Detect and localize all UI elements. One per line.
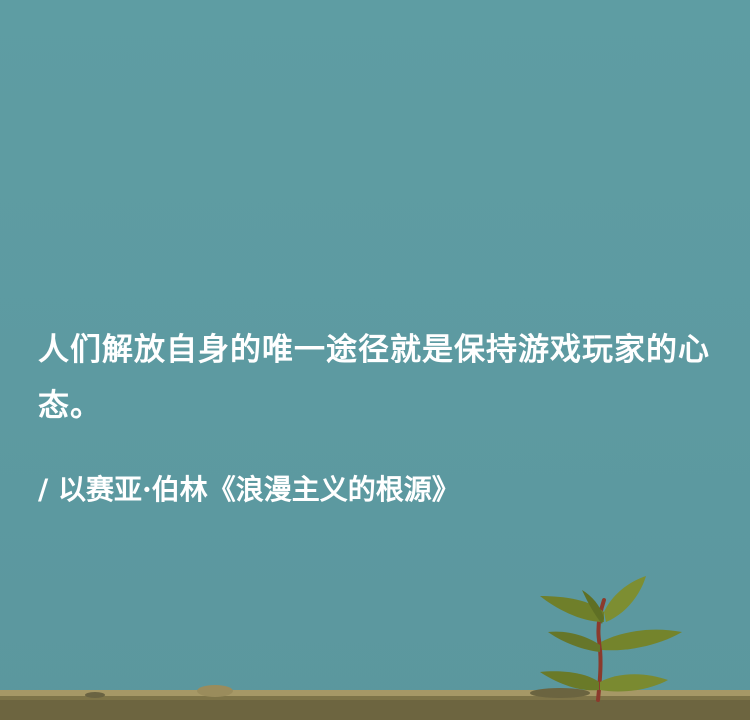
wall-ledge — [0, 685, 750, 720]
quote-text: 人们解放自身的唯一途径就是保持游戏玩家的心态。 — [38, 332, 710, 424]
attribution-text: / 以赛亚·伯林《浪漫主义的根源》 — [38, 473, 460, 506]
seedling-icon — [540, 576, 682, 702]
